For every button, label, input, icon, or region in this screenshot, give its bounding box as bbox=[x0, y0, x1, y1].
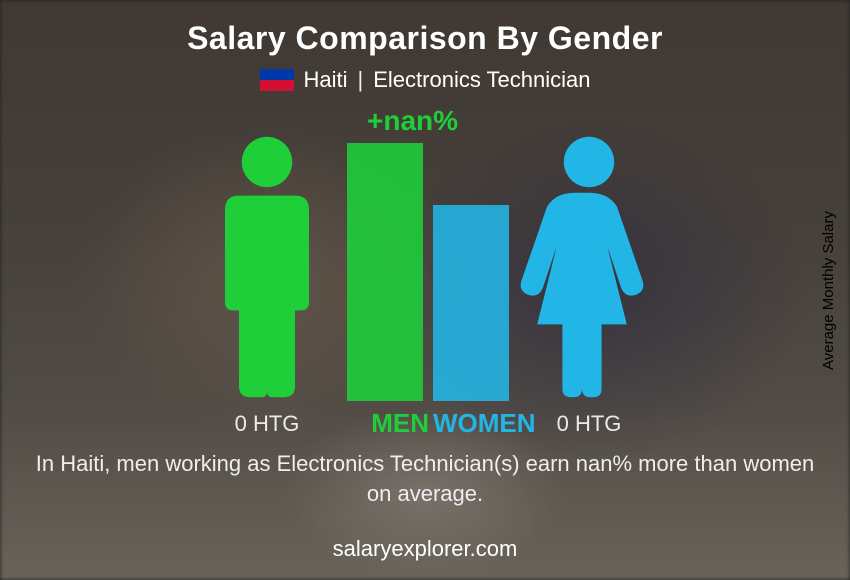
country-label: Haiti bbox=[304, 67, 348, 93]
men-value-label: 0 HTG bbox=[197, 411, 337, 437]
y-axis-label: Average Monthly Salary bbox=[820, 211, 837, 370]
page-title: Salary Comparison By Gender bbox=[0, 20, 850, 57]
flag-top bbox=[260, 69, 294, 80]
bar-men bbox=[347, 143, 423, 401]
bottom-labels: 0 HTG MEN WOMEN 0 HTG bbox=[105, 405, 745, 441]
flag-bottom bbox=[260, 80, 294, 91]
haiti-flag-icon bbox=[260, 69, 294, 91]
footer-link[interactable]: salaryexplorer.com bbox=[0, 536, 850, 562]
separator: | bbox=[358, 67, 364, 93]
delta-percent-label: +nan% bbox=[367, 105, 458, 137]
chart-area: +nan% 0 HTG MEN WOMEN 0 HTG bbox=[105, 111, 745, 441]
man-icon bbox=[197, 133, 337, 401]
job-label: Electronics Technician bbox=[373, 67, 590, 93]
description-text: In Haiti, men working as Electronics Tec… bbox=[35, 449, 815, 508]
woman-icon bbox=[519, 133, 659, 401]
y-axis-label-wrap: Average Monthly Salary bbox=[818, 0, 838, 580]
bar-women bbox=[433, 205, 509, 401]
men-category-label: MEN bbox=[329, 408, 429, 439]
subtitle-row: Haiti | Electronics Technician bbox=[0, 67, 850, 93]
women-value-label: 0 HTG bbox=[519, 411, 659, 437]
content-region: Salary Comparison By Gender Haiti | Elec… bbox=[0, 0, 850, 580]
